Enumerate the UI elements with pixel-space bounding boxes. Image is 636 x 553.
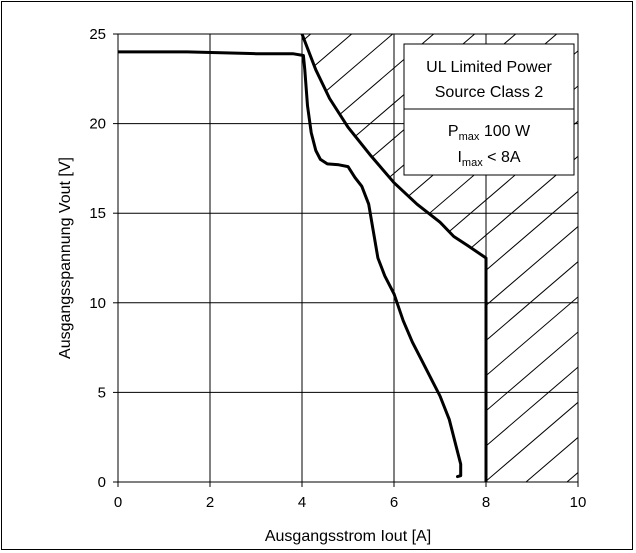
x-tick-label: 0	[114, 494, 122, 511]
hatch-line	[422, 34, 578, 482]
hatch-line	[463, 34, 578, 482]
y-axis-ticks: 0 5 10 15 20 25	[89, 26, 118, 491]
y-axis-title: Ausgangsspannung Vout [V]	[57, 157, 74, 359]
y-tick-label: 25	[89, 26, 106, 43]
hatch-line	[0, 20, 163, 500]
x-axis-title: Ausgangsstrom Iout [A]	[265, 528, 431, 545]
y-tick-label: 15	[89, 205, 106, 222]
hatch-line	[0, 20, 40, 500]
plot-area-border	[117, 33, 579, 483]
curves	[118, 34, 488, 482]
y-tick-label: 10	[89, 295, 106, 312]
x-tick-label: 10	[570, 494, 587, 511]
ul-limited-power-box: UL Limited Power Source Class 2 Pmax 100…	[403, 43, 575, 176]
y-tick-label: 20	[89, 116, 106, 133]
ul-box-line1: UL Limited Power	[426, 59, 552, 76]
hatch-line	[302, 34, 492, 482]
x-tick-label: 8	[482, 494, 490, 511]
x-axis-ticks: 0 2 4 6 8 10	[114, 482, 587, 511]
hatch-line	[302, 34, 369, 482]
hatch-line	[0, 20, 204, 500]
x-tick-label: 6	[390, 494, 398, 511]
x-tick-label: 4	[298, 494, 306, 511]
hatch-line	[587, 20, 636, 500]
imax-label: Imax < 8A	[457, 149, 520, 169]
hatch-line	[302, 34, 328, 482]
x-tick-label: 2	[206, 494, 214, 511]
hatch-line	[302, 34, 451, 482]
ul-box-line2: Source Class 2	[435, 84, 544, 101]
series-line-1	[118, 50, 463, 479]
y-tick-label: 0	[98, 474, 106, 491]
pmax-label: Pmax 100 W	[448, 123, 531, 143]
series-line-2	[300, 34, 488, 482]
hatch-line	[628, 20, 636, 500]
hatch-line	[0, 20, 286, 500]
hatch-line	[0, 20, 245, 500]
y-tick-label: 5	[98, 384, 106, 401]
